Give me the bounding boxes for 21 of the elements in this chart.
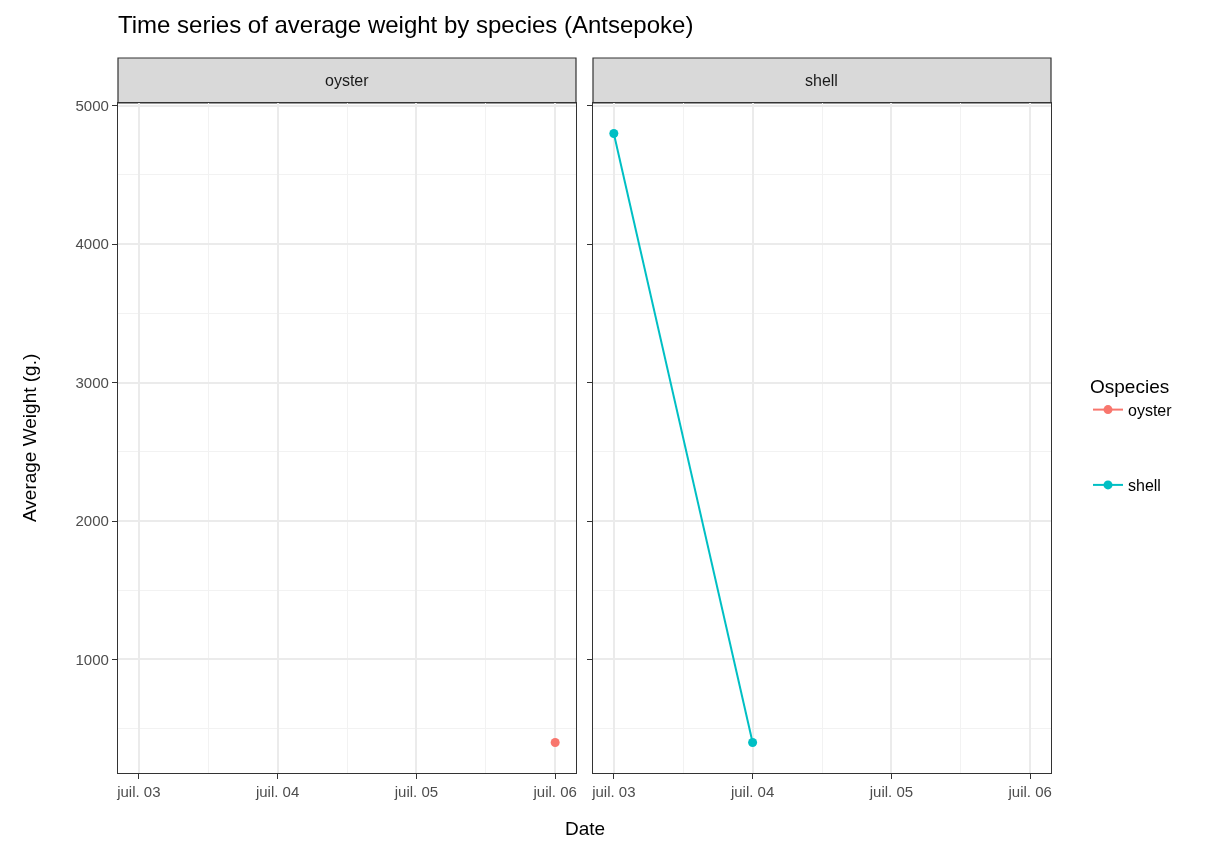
- chart-subtitle: oyster: [325, 72, 370, 89]
- legend-title: Ospecies: [1090, 375, 1170, 397]
- x-axis-title: Date: [565, 818, 606, 839]
- legend-label: shell: [1128, 477, 1161, 495]
- y-tick-label: 5000: [75, 97, 109, 115]
- x-tick-label: juil. 04: [729, 783, 775, 801]
- y-tick-label: 4000: [75, 235, 109, 253]
- x-tick-label: juil. 05: [868, 783, 914, 801]
- x-tick-label: juil. 06: [1007, 783, 1052, 801]
- x-tick-label: juil. 03: [591, 783, 636, 801]
- y-axis-title: Average Weight (g.): [19, 353, 40, 522]
- y-tick-label: 3000: [75, 373, 109, 391]
- chart-title: Time series of average weight by species (Antsepoke): [118, 11, 694, 39]
- x-tick-label: juil. 04: [254, 783, 300, 801]
- y-tick-label: 1000: [75, 650, 109, 668]
- x-tick-label: juil. 03: [116, 783, 161, 801]
- chart-subtitle: shell: [805, 72, 838, 89]
- legend-label: oyster: [1128, 401, 1173, 419]
- y-tick-label: 2000: [75, 512, 109, 530]
- x-tick-label: juil. 05: [393, 783, 439, 801]
- x-tick-label: juil. 06: [532, 783, 577, 801]
